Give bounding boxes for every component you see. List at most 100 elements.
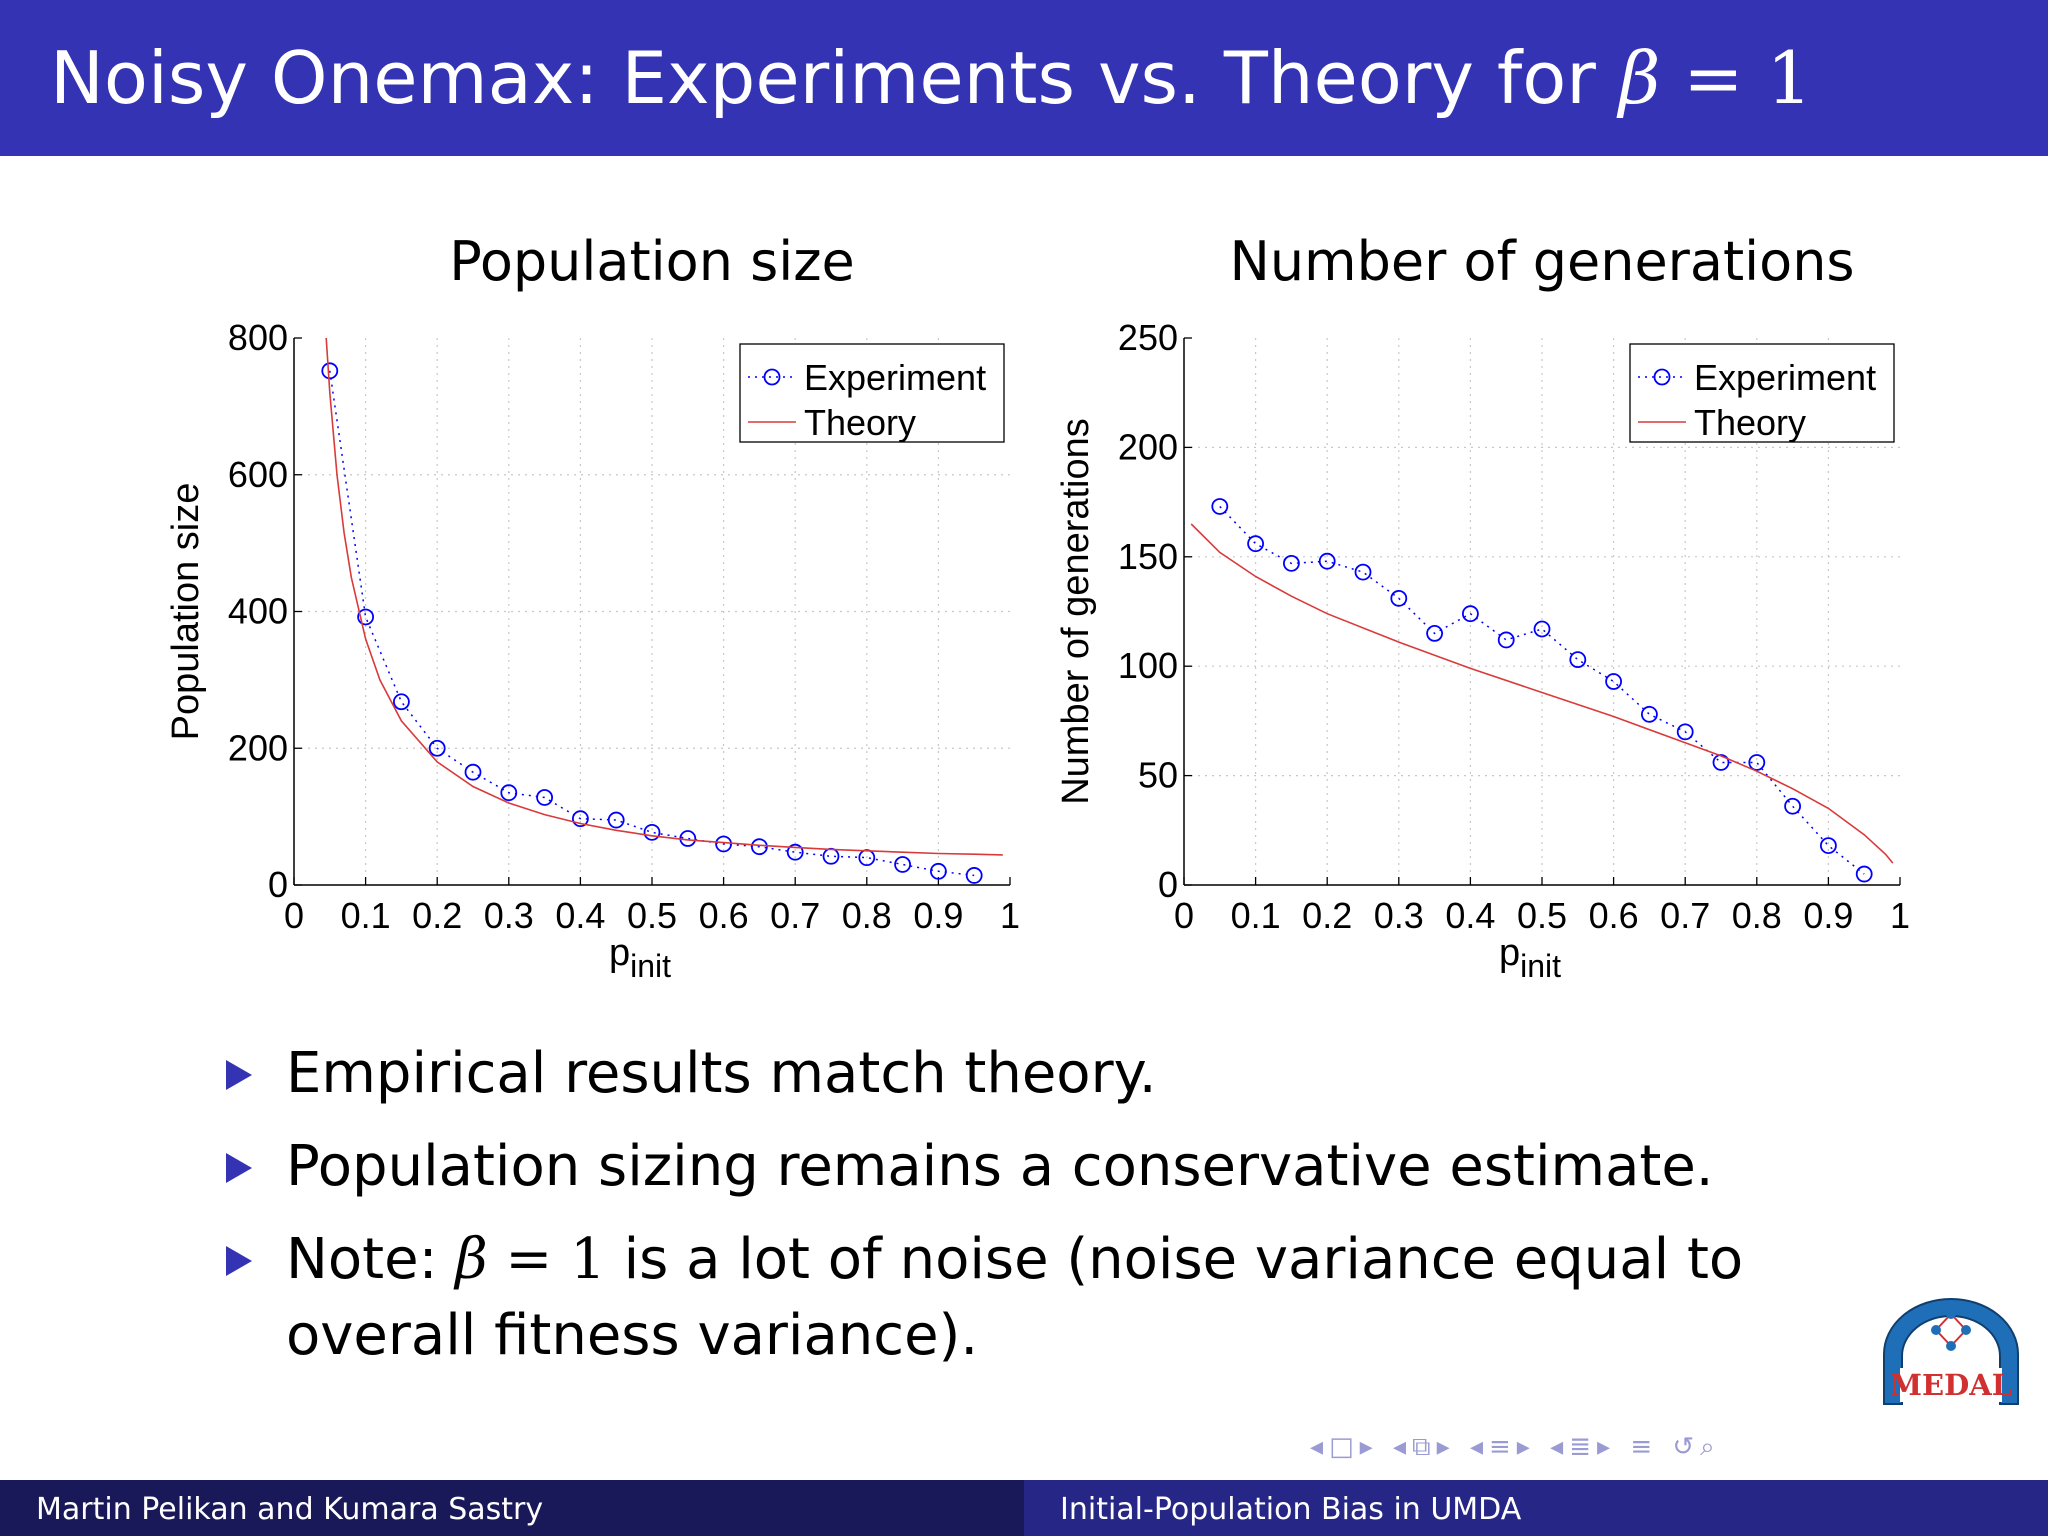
experiment-point — [1461, 605, 1479, 623]
nav-prev-subsection-icon[interactable]: ◂ — [1392, 1432, 1413, 1462]
experiment-point — [1820, 837, 1837, 855]
experiment-point — [751, 838, 768, 856]
x-tick-label: 0.1 — [341, 895, 391, 936]
y-axis-label: Population size — [165, 483, 207, 741]
x-tick-label: 0.8 — [842, 895, 892, 936]
bullet-item: Empirical results match theory. — [226, 1036, 1866, 1112]
y-tick-label: 0 — [268, 864, 288, 905]
experiment-point — [1748, 754, 1766, 771]
experiment-point — [1676, 723, 1694, 741]
beamer-navigation: ◂□▸ ◂⧉▸ ◂≡▸ ◂≣▸ ≡ ↺⌕ — [1310, 1432, 1721, 1463]
y-tick-label: 600 — [228, 454, 288, 495]
experiment-point — [1784, 797, 1801, 815]
nav-prev-section-icon[interactable]: ◂ — [1469, 1432, 1489, 1462]
x-tick-label: 0 — [284, 895, 304, 936]
x-axis-label: pinit — [609, 932, 671, 984]
x-tick-label: 0.5 — [1517, 895, 1567, 936]
x-axis-label-subscript: init — [1520, 948, 1561, 984]
experiment-point — [1641, 705, 1658, 723]
experiment-point — [392, 693, 410, 711]
x-tick-label: 0.2 — [412, 895, 462, 936]
legend-experiment-label: Experiment — [1694, 357, 1876, 398]
x-axis-label-main: p — [1499, 932, 1520, 974]
experiment-point — [1426, 624, 1444, 642]
bullet-triangle-icon — [226, 1153, 252, 1183]
y-tick-label: 200 — [228, 727, 288, 768]
y-tick-label: 400 — [228, 591, 288, 632]
nav-search-icon[interactable]: ⌕ — [1700, 1432, 1721, 1462]
x-tick-label: 0.6 — [1589, 895, 1639, 936]
footer-talk-title: Initial-Population Bias in UMDA — [1060, 1492, 1522, 1527]
bullet-list: Empirical results match theory. Populati… — [226, 1036, 1866, 1391]
x-tick-label: 0.6 — [699, 895, 749, 936]
nav-next-frame-icon[interactable]: ▸ — [1359, 1432, 1379, 1462]
x-tick-label: 0.7 — [1660, 895, 1710, 936]
nav-prev-frame-icon[interactable]: ◂ — [1310, 1432, 1330, 1462]
experiment-point — [715, 835, 732, 853]
experiment-point — [571, 810, 589, 828]
legend-theory-label: Theory — [804, 402, 916, 443]
experiment-point — [786, 843, 804, 861]
bullet-item: Note: β = 1 is a lot of noise (noise var… — [226, 1222, 1866, 1374]
nav-next-section-icon[interactable]: ▸ — [1516, 1432, 1536, 1462]
nav-slide-icon[interactable]: ≣ — [1569, 1432, 1597, 1462]
nav-section-icon[interactable]: ≡ — [1489, 1432, 1517, 1462]
experiment-point — [464, 763, 482, 781]
experiment-point — [930, 862, 947, 880]
grid — [294, 338, 1010, 885]
legend-experiment-label: Experiment — [804, 357, 986, 398]
x-tick-label: 0.9 — [913, 895, 963, 936]
y-tick-label: 800 — [228, 317, 288, 358]
experiment-dotted-line — [1219, 505, 1865, 875]
nav-align-icon[interactable]: ≡ — [1630, 1432, 1659, 1462]
x-tick-label: 0.4 — [555, 895, 605, 936]
x-tick-label: 0.4 — [1445, 895, 1495, 936]
x-tick-label: 0.8 — [1732, 895, 1782, 936]
experiment-point — [536, 789, 554, 806]
experiment-point — [1605, 673, 1622, 690]
nav-subsection-icon[interactable]: ⧉ — [1412, 1432, 1437, 1462]
x-axis-label: pinit — [1499, 932, 1561, 984]
nav-frame-icon[interactable]: □ — [1329, 1432, 1360, 1462]
x-axis-label-main: p — [609, 932, 630, 974]
x-tick-label: 0.5 — [627, 895, 677, 936]
x-tick-label: 1 — [1890, 895, 1910, 936]
experiment-point — [321, 362, 339, 380]
x-tick-label: 1 — [1000, 895, 1020, 936]
nav-prev-slide-icon[interactable]: ◂ — [1550, 1432, 1570, 1462]
bullet-triangle-icon — [226, 1060, 252, 1090]
nav-next-subsection-icon[interactable]: ▸ — [1436, 1432, 1456, 1462]
y-tick-label: 0 — [1158, 864, 1178, 905]
y-tick-label: 150 — [1118, 536, 1178, 577]
legend-box — [1629, 343, 1895, 443]
experiment-point — [894, 856, 911, 873]
population-size-chart: Population size 0 0.1 0.2 0.3 0.4 0.5 0.6 0.7 0.8… — [165, 230, 1020, 984]
footer-right: Initial-Population Bias in UMDA — [1024, 1480, 2048, 1536]
bullet-triangle-icon — [226, 1246, 252, 1276]
experiment-point — [1247, 535, 1265, 553]
theory-line — [1190, 523, 1894, 864]
logo-text: MEDAL — [1890, 1368, 2012, 1402]
nav-back-icon[interactable]: ↺ — [1672, 1432, 1701, 1462]
experiment-point — [1533, 620, 1551, 638]
chart-title: Population size — [449, 230, 855, 293]
chart-title: Number of generations — [1229, 230, 1854, 293]
bullet-item: Population sizing remains a conservative… — [226, 1129, 1866, 1205]
footer: Martin Pelikan and Kumara Sastry Initial… — [0, 1480, 2048, 1536]
footer-left: Martin Pelikan and Kumara Sastry — [0, 1480, 1024, 1536]
experiment-point — [500, 784, 518, 802]
experiment-point — [1282, 554, 1300, 572]
y-tick-label: 100 — [1118, 645, 1178, 686]
experiment-point — [428, 739, 446, 757]
y-axis-label: Number of generations — [1055, 418, 1097, 805]
legend-experiment-marker — [763, 368, 781, 386]
y-tick-label: 250 — [1118, 317, 1178, 358]
nav-next-slide-icon[interactable]: ▸ — [1596, 1432, 1617, 1462]
experiment-point — [357, 608, 375, 626]
experiment-point — [1318, 552, 1336, 570]
legend-theory-label: Theory — [1694, 402, 1806, 443]
slide-title: Noisy Onemax: Experiments vs. Theory for… — [50, 36, 1813, 120]
title-bar: Noisy Onemax: Experiments vs. Theory for… — [0, 0, 2048, 156]
